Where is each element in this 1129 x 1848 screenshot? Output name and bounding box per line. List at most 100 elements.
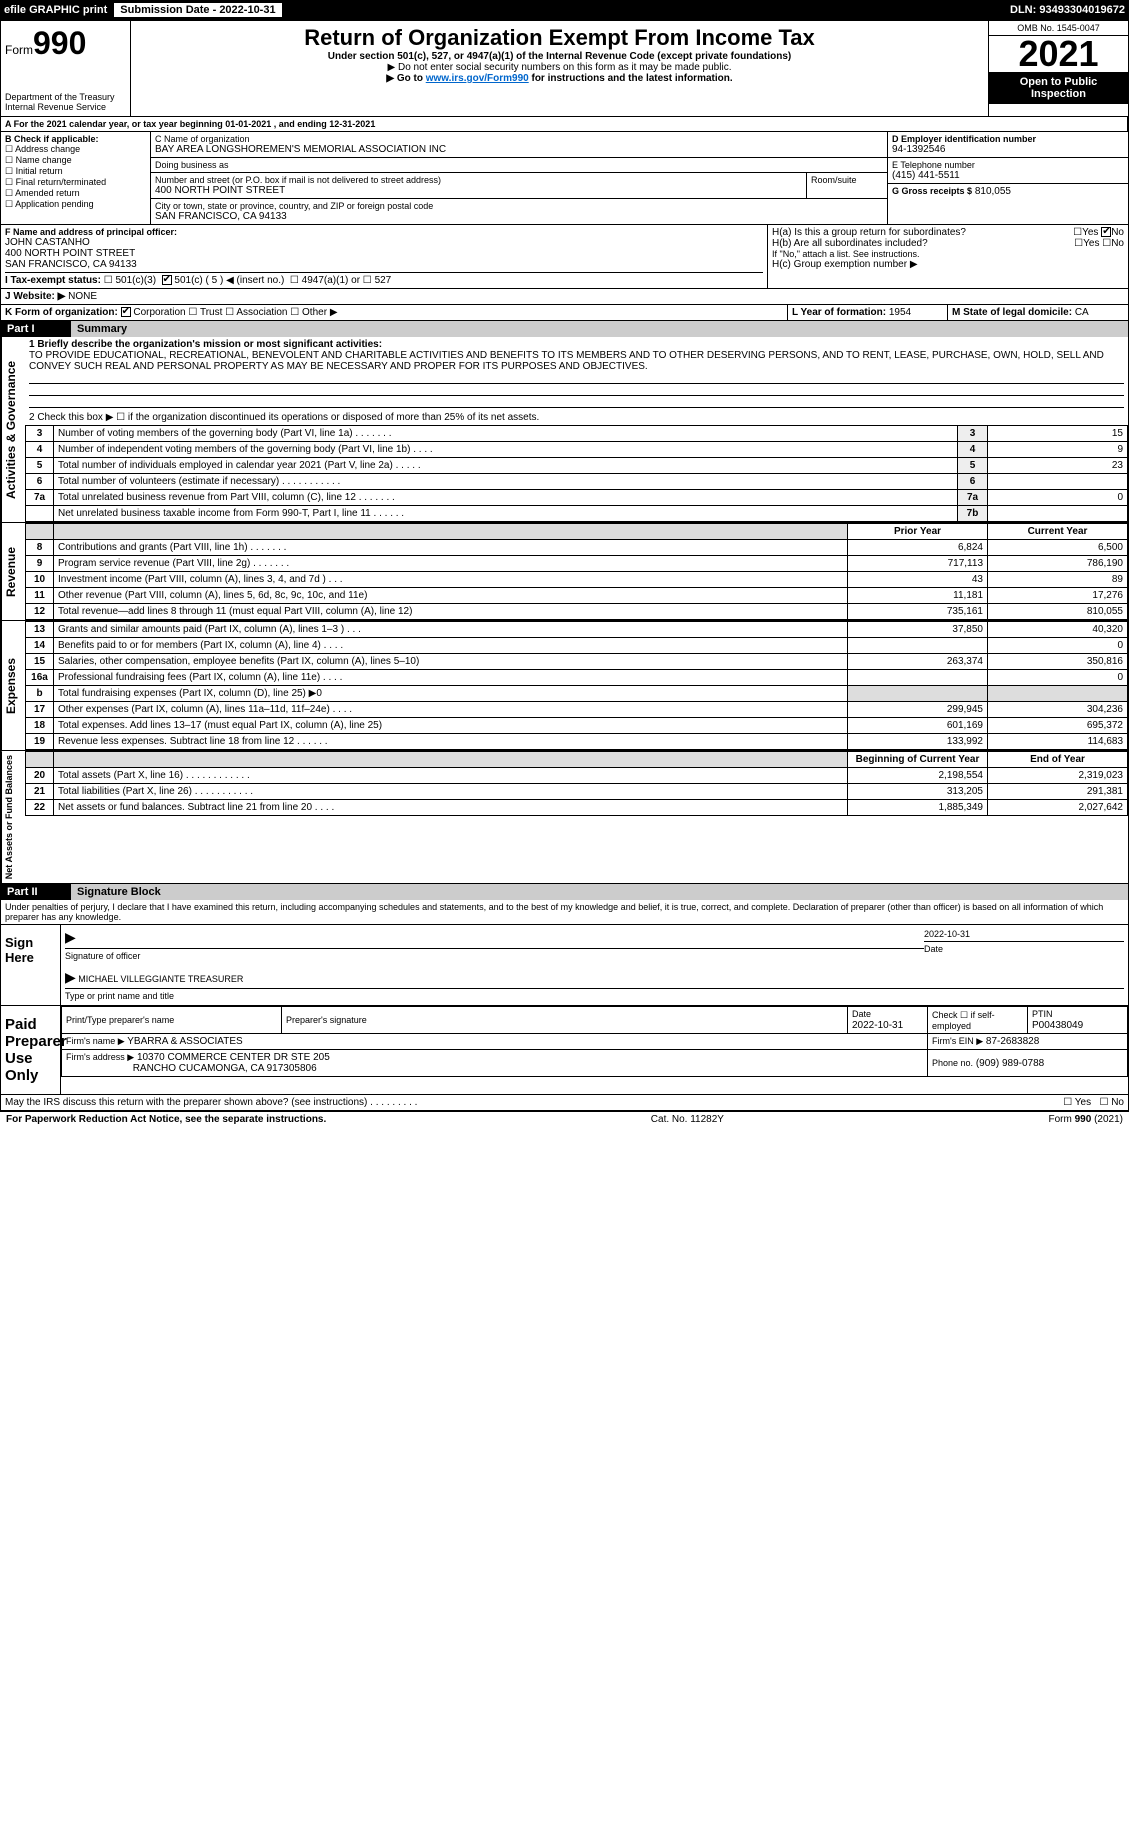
discuss-yes[interactable]: Yes [1075,1097,1091,1108]
part-ii-subtitle: Signature Block [71,884,1128,900]
line-no: 14 [26,638,54,654]
h-b-yes[interactable]: Yes [1083,238,1099,249]
line-no: 7a [26,490,54,506]
firm-ein: 87-2683828 [986,1036,1039,1047]
box-m-label: M State of legal domicile: [952,307,1072,318]
line-value: 23 [988,458,1128,474]
end-year-head: End of Year [988,752,1128,768]
status-501c3[interactable]: 501(c)(3) [115,275,156,286]
sig-officer-label: Signature of officer [65,951,140,961]
netassets-table: Beginning of Current Year End of Year 20… [25,751,1128,816]
current-value [988,686,1128,702]
form-subtitle: Under section 501(c), 527, or 4947(a)(1)… [139,51,980,62]
top-bar: efile GRAPHIC print Submission Date - 20… [0,0,1129,20]
line-ref: 5 [958,458,988,474]
revenue-section: Revenue Prior Year Current Year 8 Contri… [1,523,1128,621]
chk-final-return[interactable]: ☐ Final return/terminated [5,177,146,188]
box-g-label: G Gross receipts $ [892,186,972,196]
state-domicile: CA [1075,307,1089,318]
part-ii-label: Part II [1,884,71,900]
current-value: 2,027,642 [988,800,1128,816]
discuss-no[interactable]: No [1111,1097,1124,1108]
h-a-no: No [1111,227,1124,238]
paid-preparer-label: Paid Preparer Use Only [1,1006,61,1094]
h-a-yes[interactable]: Yes [1082,227,1098,238]
officer-name-label: Type or print name and title [65,991,174,1001]
status-501c-checked[interactable] [162,275,172,285]
k-assoc[interactable]: Association [236,307,287,318]
prior-value: 735,161 [848,604,988,620]
k-trust[interactable]: Trust [200,307,222,318]
line-text: Program service revenue (Part VIII, line… [54,556,848,572]
dba-label: Doing business as [155,160,883,170]
prior-value [848,638,988,654]
arrow-icon: ▶ [65,969,76,985]
line-text: Other revenue (Part VIII, column (A), li… [54,588,848,604]
room-suite-label: Room/suite [807,173,887,198]
box-j-row: J Website: ▶ NONE [1,289,1128,305]
status-527[interactable]: 527 [375,275,392,286]
note2-pre: ▶ Go to [386,73,425,84]
line-value: 0 [988,490,1128,506]
line-value: 15 [988,426,1128,442]
declaration-text: Under penalties of perjury, I declare th… [1,900,1128,924]
part-ii-header: Part II Signature Block [1,884,1128,900]
box-l-label: L Year of formation: [792,307,886,318]
line-text: Total liabilities (Part X, line 26) . . … [54,784,848,800]
submission-date-button[interactable]: Submission Date - 2022-10-31 [113,2,282,18]
expenses-vlabel: Expenses [1,621,25,750]
chk-name-change[interactable]: ☐ Name change [5,155,146,166]
current-value: 114,683 [988,734,1128,750]
line-text: Professional fundraising fees (Part IX, … [54,670,848,686]
chk-address-change[interactable]: ☐ Address change [5,144,146,155]
line-text: Total assets (Part X, line 16) . . . . .… [54,768,848,784]
k-corp-check[interactable] [121,307,131,317]
revenue-vlabel: Revenue [1,523,25,620]
website-value: NONE [68,291,97,302]
firm-name: YBARRA & ASSOCIATES [127,1036,242,1047]
chk-amended-return[interactable]: ☐ Amended return [5,188,146,199]
box-klm-row: K Form of organization: Corporation ☐ Tr… [1,305,1128,321]
chk-initial-return[interactable]: ☐ Initial return [5,166,146,177]
firm-phone-label: Phone no. [932,1058,973,1068]
officer-name: JOHN CASTANHO [5,237,763,248]
line-no [26,506,54,522]
h-b-no[interactable]: No [1111,238,1124,249]
identity-block: B Check if applicable: ☐ Address change … [1,132,1128,225]
discuss-text: May the IRS discuss this return with the… [5,1097,1063,1108]
tax-year: 2021 [989,36,1128,72]
line-no: 11 [26,588,54,604]
mission-block: 1 Briefly describe the organization's mi… [25,337,1128,410]
box-k-label: K Form of organization: [5,307,118,318]
h-a-no-check[interactable] [1101,227,1111,237]
box-i: I Tax-exempt status: ☐ 501(c)(3) 501(c) … [5,272,763,286]
line-no: 19 [26,734,54,750]
k-other[interactable]: Other ▶ [302,307,337,318]
line-value [988,474,1128,490]
h-note: If "No," attach a list. See instructions… [772,249,1124,259]
prior-value: 601,169 [848,718,988,734]
line-no: 13 [26,622,54,638]
dln-label: DLN: 93493304019672 [1010,4,1125,16]
prior-value [848,670,988,686]
box-f-label: F Name and address of principal officer: [5,227,763,237]
officer-printed-name: MICHAEL VILLEGGIANTE TREASURER [78,974,243,984]
firm-addr2: RANCHO CUCAMONGA, CA 917305806 [133,1063,317,1074]
status-4947[interactable]: 4947(a)(1) or [302,275,360,286]
line-no: 18 [26,718,54,734]
note2-post: for instructions and the latest informat… [529,73,733,84]
irs-link[interactable]: www.irs.gov/Form990 [426,73,529,84]
arrow-icon: ▶ [65,929,76,945]
chk-application-pending[interactable]: ☐ Application pending [5,199,146,210]
firm-name-label: Firm's name ▶ [66,1036,125,1046]
city-value: SAN FRANCISCO, CA 94133 [155,211,883,222]
h-c-label: H(c) Group exemption number ▶ [772,259,1124,270]
box-j-label: J Website: ▶ [5,291,65,302]
current-value: 810,055 [988,604,1128,620]
current-year-head: Current Year [988,524,1128,540]
line-text: Total number of volunteers (estimate if … [54,474,958,490]
line-text: Number of independent voting members of … [54,442,958,458]
prep-self-employed[interactable]: Check ☐ if self-employed [928,1007,1028,1034]
prep-sig-label: Preparer's signature [286,1015,367,1025]
box-b: B Check if applicable: ☐ Address change … [1,132,151,224]
